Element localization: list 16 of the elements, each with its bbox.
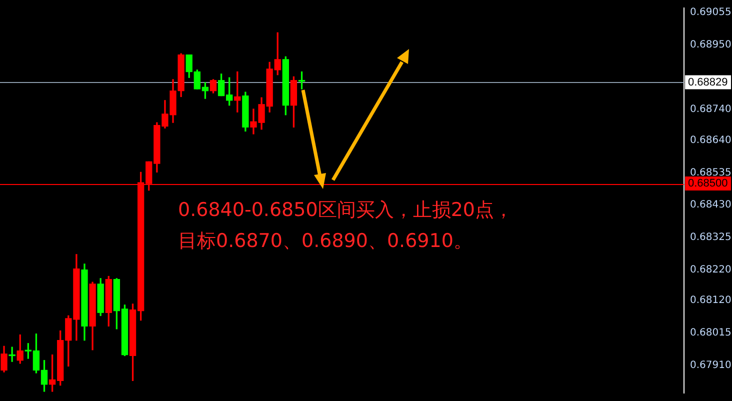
ref-line-label: 0.68829 [688, 76, 728, 88]
y-tick-label: 0.68535 [690, 167, 732, 178]
y-tick-label: 0.68220 [690, 264, 732, 276]
y-tick-label: 0.68015 [690, 328, 732, 339]
y-tick-label: 0.68325 [690, 232, 732, 244]
y-tick-label: 0.67910 [690, 360, 732, 371]
annotation: 0.6840-0.6850区间买入，止损20点， [178, 198, 513, 223]
ref-line-label: 0.68500 [688, 178, 728, 190]
y-tick-label: 0.68640 [690, 135, 732, 146]
y-tick-label: 0.68430 [690, 200, 732, 211]
y-tick-label: 0.69055 [690, 7, 732, 18]
annotation: 目标0.6870、0.6890、0.6910。 [178, 229, 472, 254]
candlestick [8, 346, 16, 362]
y-tick-label: 0.68740 [690, 104, 732, 116]
y-tick-label: 0.68120 [690, 295, 732, 306]
y-tick-label: 0.68950 [690, 40, 732, 51]
